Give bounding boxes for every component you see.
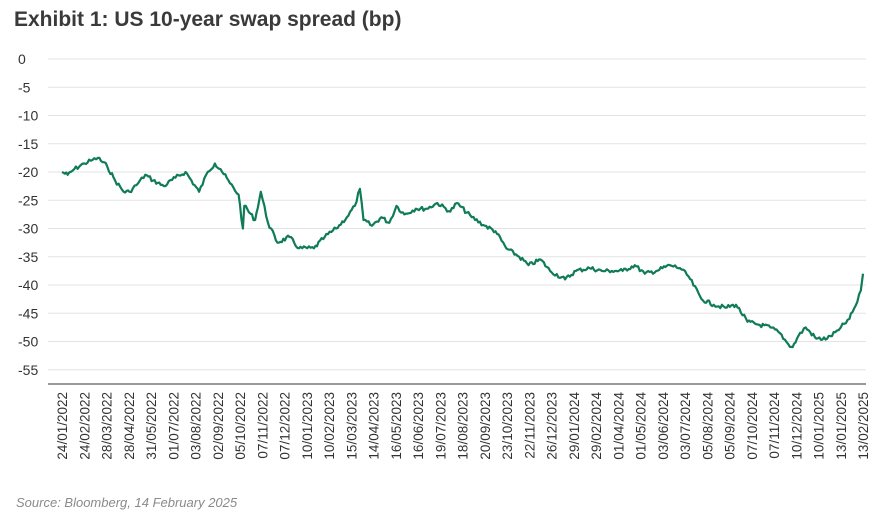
x-tick-label: 22/11/2023 bbox=[522, 392, 537, 459]
x-tick-label: 10/01/2023 bbox=[300, 392, 315, 460]
x-tick-label: 28/03/2022 bbox=[100, 392, 115, 460]
y-tick-label: -40 bbox=[18, 277, 38, 293]
x-tick-label: 18/08/2023 bbox=[456, 392, 471, 460]
x-tick-label: 28/04/2022 bbox=[122, 392, 137, 460]
y-tick-label: -25 bbox=[18, 192, 38, 208]
x-tick-label: 20/09/2023 bbox=[478, 392, 493, 460]
x-tick-label: 13/02/2025 bbox=[856, 392, 871, 460]
series-line bbox=[61, 156, 865, 349]
x-tick-label: 01/05/2024 bbox=[634, 392, 649, 460]
y-tick-label: -5 bbox=[18, 79, 31, 95]
y-tick-label: -30 bbox=[18, 221, 38, 237]
x-tick-label: 03/07/2024 bbox=[678, 392, 693, 460]
x-tick-label: 29/02/2024 bbox=[589, 392, 604, 460]
x-tick-label: 16/05/2023 bbox=[389, 392, 404, 460]
x-tick-label: 14/04/2023 bbox=[367, 392, 382, 460]
x-tick-label: 07/11/2024 bbox=[767, 392, 782, 459]
x-tick-label: 07/12/2022 bbox=[278, 392, 293, 460]
y-tick-label: -35 bbox=[18, 249, 38, 265]
y-tick-label: -55 bbox=[18, 362, 38, 378]
chart-title: Exhibit 1: US 10-year swap spread (bp) bbox=[14, 8, 402, 31]
y-tick-label: -45 bbox=[18, 305, 38, 321]
x-tick-label: 24/02/2022 bbox=[77, 392, 92, 460]
x-tick-label: 29/01/2024 bbox=[567, 392, 582, 460]
x-tick-label: 15/03/2023 bbox=[344, 392, 359, 460]
gridlines bbox=[48, 58, 866, 385]
x-tick-label: 26/12/2023 bbox=[545, 392, 560, 460]
x-tick-label: 05/09/2024 bbox=[723, 392, 738, 460]
x-tick-label: 05/10/2022 bbox=[233, 392, 248, 460]
x-tick-label: 01/04/2024 bbox=[611, 392, 626, 460]
y-axis-ticks: 0 -5 -10 -15 -20 -25 -30 -35 -40 -45 -50 -55 bbox=[18, 51, 38, 378]
y-tick-label: -20 bbox=[18, 164, 38, 180]
x-tick-label: 02/09/2022 bbox=[211, 392, 226, 460]
line-chart: 0 -5 -10 -15 -20 -25 -30 -35 -40 -45 -50 -55 24/01/… bbox=[18, 51, 871, 460]
x-tick-label: 31/05/2022 bbox=[144, 392, 159, 460]
x-tick-label: 03/06/2024 bbox=[656, 392, 671, 460]
x-tick-label: 10/02/2023 bbox=[322, 392, 337, 460]
x-tick-label: 19/07/2023 bbox=[433, 392, 448, 460]
x-tick-label: 07/10/2024 bbox=[745, 392, 760, 460]
x-tick-label: 05/08/2024 bbox=[700, 392, 715, 460]
x-tick-label: 23/10/2023 bbox=[500, 392, 515, 460]
x-tick-label: 16/06/2023 bbox=[411, 392, 426, 460]
x-tick-label: 07/11/2022 bbox=[255, 392, 270, 459]
source-note: Source: Bloomberg, 14 February 2025 bbox=[16, 495, 238, 510]
x-tick-label: 03/08/2022 bbox=[189, 392, 204, 460]
y-tick-label: -15 bbox=[18, 136, 38, 152]
x-axis-ticks: 24/01/2022 24/02/2022 28/03/2022 28/04/2022… bbox=[55, 392, 871, 460]
y-tick-label: -10 bbox=[18, 108, 38, 124]
x-tick-label: 24/01/2022 bbox=[55, 392, 70, 460]
y-tick-label: -50 bbox=[18, 334, 38, 350]
y-tick-label: 0 bbox=[18, 51, 26, 67]
x-tick-label: 01/07/2022 bbox=[166, 392, 181, 460]
x-tick-label: 10/01/2025 bbox=[812, 392, 827, 460]
x-tick-label: 13/01/2025 bbox=[834, 392, 849, 460]
x-tick-label: 10/12/2024 bbox=[789, 392, 804, 460]
